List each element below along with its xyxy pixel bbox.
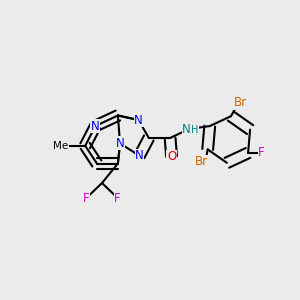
Text: Br: Br (233, 96, 247, 109)
Text: Me: Me (53, 141, 68, 151)
Text: Br: Br (195, 155, 208, 169)
Text: F: F (114, 191, 121, 205)
Text: N: N (134, 113, 143, 127)
Text: N: N (182, 122, 191, 136)
Text: H: H (191, 125, 198, 135)
Text: N: N (91, 119, 100, 133)
Text: N: N (116, 137, 124, 150)
Text: O: O (167, 150, 176, 163)
Text: F: F (83, 191, 90, 205)
Text: N: N (135, 149, 144, 162)
Text: F: F (258, 146, 265, 159)
